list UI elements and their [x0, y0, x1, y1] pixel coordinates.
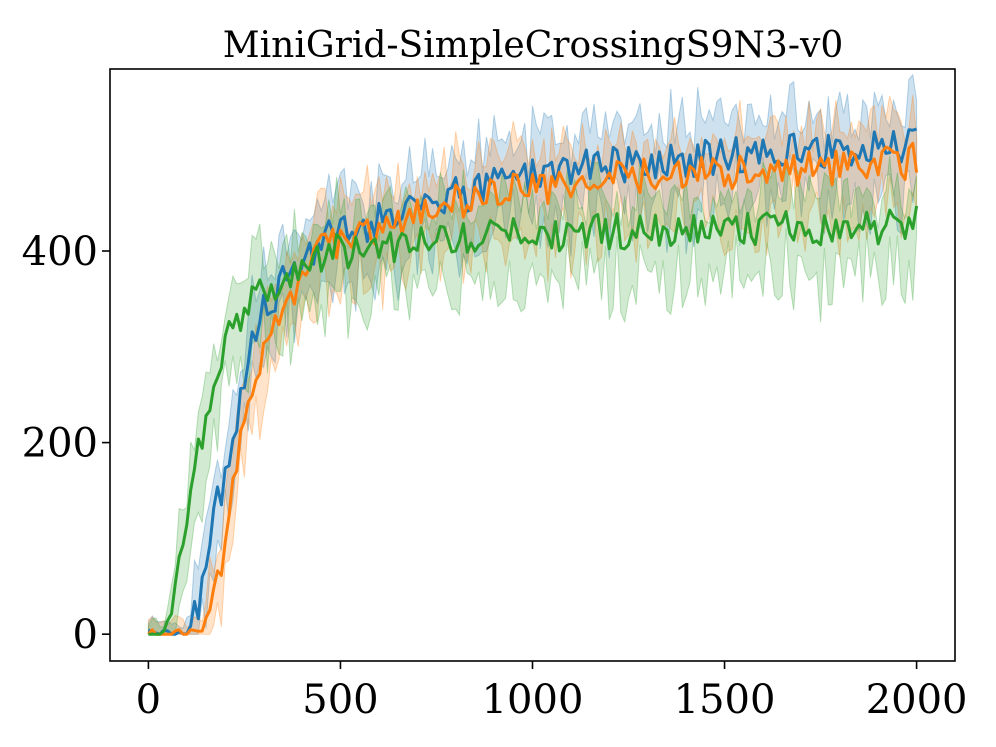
- y-tick-label: 200: [22, 421, 98, 467]
- y-axis: 0 200 400: [22, 229, 110, 658]
- chart-title: MiniGrid-SimpleCrossingS9N3-v0: [223, 25, 843, 66]
- x-tick-label: 2000: [866, 677, 968, 723]
- series-line-orange: [147, 141, 919, 636]
- band-green: [147, 155, 918, 635]
- y-tick-label: 400: [22, 229, 98, 275]
- x-tick-label: 1000: [482, 677, 584, 723]
- x-axis: 0 500 1000 1500 2000: [136, 661, 968, 723]
- series-lines: [147, 127, 919, 636]
- series-line-green: [148, 205, 919, 636]
- y-tick-label: 0: [73, 612, 98, 658]
- x-tick-label: 0: [136, 677, 161, 723]
- x-tick-label: 1500: [674, 677, 776, 723]
- x-tick-label: 500: [302, 677, 378, 723]
